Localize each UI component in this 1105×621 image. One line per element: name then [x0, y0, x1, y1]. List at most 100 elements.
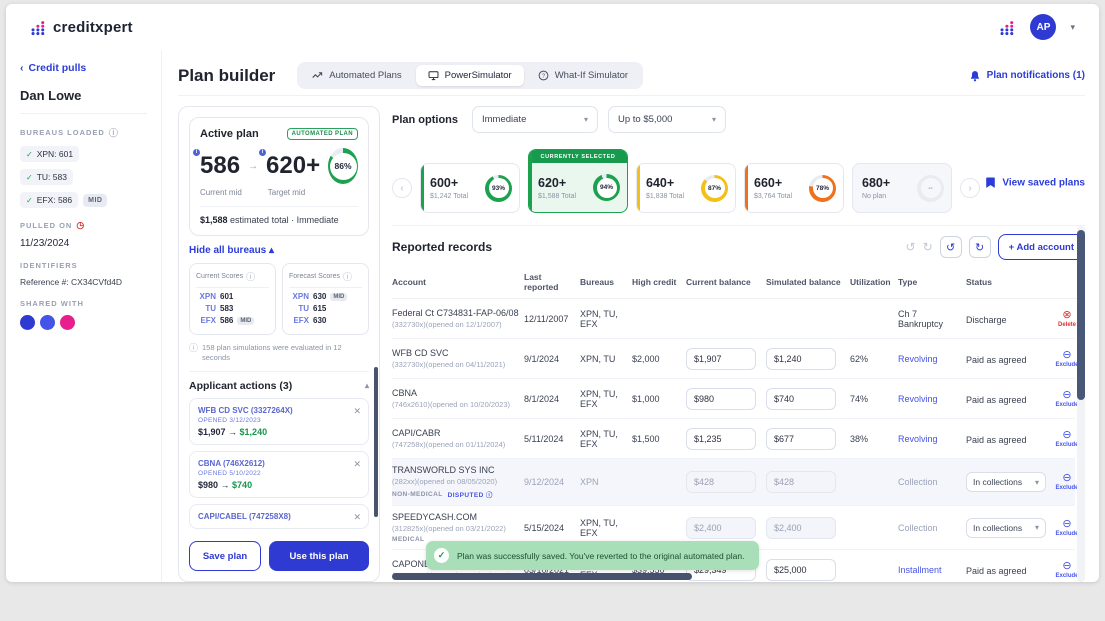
- simulated-balance-input[interactable]: $25,000: [766, 559, 836, 581]
- current-balance-input[interactable]: $980: [686, 388, 756, 410]
- shared-user-avatar[interactable]: [60, 315, 75, 330]
- redo-icon[interactable]: ↻: [923, 240, 933, 254]
- current-mid-label: Current mid: [200, 188, 242, 197]
- status-dropdown[interactable]: In collections▾: [966, 472, 1046, 492]
- info-dot-icon[interactable]: i: [259, 149, 266, 156]
- budget-value: Up to $5,000: [618, 114, 672, 125]
- score-plan-card[interactable]: 680+No plan--: [852, 163, 952, 213]
- column-header: Account: [392, 277, 520, 287]
- table-horizontal-scrollbar-thumb[interactable]: [392, 573, 692, 580]
- score-table-title: Current Scoresⓘ: [196, 270, 269, 288]
- avatar[interactable]: AP: [1030, 14, 1056, 40]
- shared-user-avatar[interactable]: [40, 315, 55, 330]
- remove-action-icon[interactable]: ✕: [353, 512, 361, 523]
- score-target: 600+: [430, 176, 468, 190]
- score-probability-ring: 93%: [485, 175, 512, 202]
- tab-what-if-simulator[interactable]: ?What-If Simulator: [526, 65, 640, 86]
- simulations-note: ⓘ 158 plan simulations were evaluated in…: [189, 343, 369, 363]
- page-title: Plan builder: [178, 66, 275, 86]
- bureau-badge: ✓TU: 583: [20, 169, 73, 185]
- add-account-button[interactable]: + Add account: [998, 234, 1085, 260]
- simulated-balance-input[interactable]: $2,400: [766, 517, 836, 539]
- current-balance-cell: $1,907: [686, 348, 762, 370]
- bureaus-cell: XPN, TU, EFX: [580, 429, 628, 449]
- current-balance-cell: $2,400: [686, 517, 762, 539]
- simulated-balance-input[interactable]: $1,240: [766, 348, 836, 370]
- view-saved-plans-link[interactable]: View saved plans: [985, 177, 1085, 189]
- probability-ring: 86%: [328, 148, 358, 184]
- hide-all-bureaus-toggle[interactable]: Hide all bureaus ▴: [189, 245, 369, 256]
- bureau-code: EFX: [196, 316, 216, 325]
- score-target: 620+: [538, 176, 576, 190]
- bureaus-cell: XPN, TU: [580, 354, 628, 364]
- info-icon[interactable]: ⓘ: [246, 270, 255, 283]
- score-plan-card[interactable]: CURRENTLY SELECTED620+$1,588 Total94%: [528, 149, 628, 213]
- exclude-label: Exclude: [1055, 485, 1078, 491]
- card-accent-bar: [637, 164, 640, 212]
- bureaus-cell: XPN: [580, 477, 628, 487]
- type-cell[interactable]: Installment: [898, 565, 962, 575]
- account-cell: CAPI/CABR(747258x)(opened on 01/11/2024): [392, 428, 520, 449]
- score-plan-card[interactable]: 660+$3,764 Total78%: [744, 163, 844, 213]
- remove-action-icon[interactable]: ✕: [353, 459, 361, 470]
- exclude-label: Exclude: [1055, 402, 1078, 408]
- applicant-actions-header[interactable]: Applicant actions (3)▴: [189, 371, 369, 398]
- pulled-on-label: PULLED ON◷: [20, 220, 147, 231]
- back-to-credit-pulls-link[interactable]: ‹ Credit pulls: [20, 62, 147, 74]
- plan-panel-scroll-area[interactable]: Hide all bureaus ▴ Current ScoresⓘXPN601…: [189, 236, 369, 533]
- panel-scrollbar-thumb[interactable]: [374, 367, 378, 517]
- type-cell[interactable]: Revolving: [898, 354, 962, 364]
- back-chevron-icon: ‹: [20, 62, 24, 74]
- timeframe-select[interactable]: Immediate ▾: [472, 106, 598, 133]
- carousel-next-button[interactable]: ›: [960, 178, 980, 198]
- budget-select[interactable]: Up to $5,000 ▾: [608, 106, 726, 133]
- chevron-down-icon: ▾: [1035, 478, 1039, 487]
- current-balance-cell: $980: [686, 388, 762, 410]
- remove-action-icon[interactable]: ✕: [353, 406, 361, 417]
- simulated-balance-input[interactable]: $740: [766, 388, 836, 410]
- disputed-tag[interactable]: DISPUTED ⓘ: [448, 489, 493, 499]
- status-cell: Discharge: [966, 310, 1050, 328]
- current-balance-input[interactable]: $428: [686, 471, 756, 493]
- current-balance-input[interactable]: $1,235: [686, 428, 756, 450]
- svg-text:?: ?: [542, 74, 545, 80]
- top-bar: creditxpert AP ▾: [6, 4, 1099, 50]
- info-dot-icon[interactable]: i: [193, 149, 200, 156]
- trend-icon: [312, 70, 323, 81]
- bureau-score: 615: [313, 304, 326, 313]
- info-icon[interactable]: ⓘ: [343, 270, 352, 283]
- account-menu-caret-icon[interactable]: ▾: [1070, 22, 1075, 33]
- type-cell[interactable]: Revolving: [898, 394, 962, 404]
- simulated-balance-input[interactable]: $428: [766, 471, 836, 493]
- clock-icon: ◷: [76, 220, 85, 231]
- score-card-info: 620+$1,588 Total: [538, 176, 576, 200]
- carousel-prev-button[interactable]: ‹: [392, 178, 412, 198]
- revert-plan-icon[interactable]: ↺: [940, 236, 962, 258]
- client-name: Dan Lowe: [20, 88, 147, 114]
- refresh-records-icon[interactable]: ↻: [969, 236, 991, 258]
- bureau-score-list: ✓XPN: 601✓TU: 583✓EFX: 586MID: [20, 146, 147, 208]
- column-header: Last reported: [524, 272, 576, 292]
- account-name: CAPI/CABR: [392, 428, 520, 438]
- tab-automated-plans[interactable]: Automated Plans: [300, 65, 413, 86]
- score-probability-value: 93%: [489, 178, 509, 198]
- undo-icon[interactable]: ↺: [906, 240, 916, 254]
- shared-user-avatar[interactable]: [20, 315, 35, 330]
- type-cell[interactable]: Revolving: [898, 434, 962, 444]
- current-balance-input[interactable]: $1,907: [686, 348, 756, 370]
- use-this-plan-button[interactable]: Use this plan: [269, 541, 369, 571]
- current-balance-input[interactable]: $2,400: [686, 517, 756, 539]
- table-vertical-scrollbar-thumb[interactable]: [1077, 230, 1085, 400]
- table-vertical-scrollbar[interactable]: [1077, 226, 1085, 582]
- score-plan-card[interactable]: 600+$1,242 Total93%: [420, 163, 520, 213]
- tab-powersimulator[interactable]: PowerSimulator: [416, 65, 524, 86]
- save-plan-button[interactable]: Save plan: [189, 541, 261, 571]
- score-card-info: 660+$3,764 Total: [754, 176, 792, 200]
- status-dropdown[interactable]: In collections▾: [966, 518, 1046, 538]
- score-plan-card[interactable]: 640+$1,838 Total87%: [636, 163, 736, 213]
- plan-notifications-button[interactable]: Plan notifications (1): [969, 70, 1085, 82]
- info-icon[interactable]: ⓘ: [109, 126, 119, 139]
- medical-tag: NON-MEDICAL: [392, 491, 443, 498]
- simulated-balance-input[interactable]: $677: [766, 428, 836, 450]
- bureau-badge: ✓XPN: 601: [20, 146, 79, 162]
